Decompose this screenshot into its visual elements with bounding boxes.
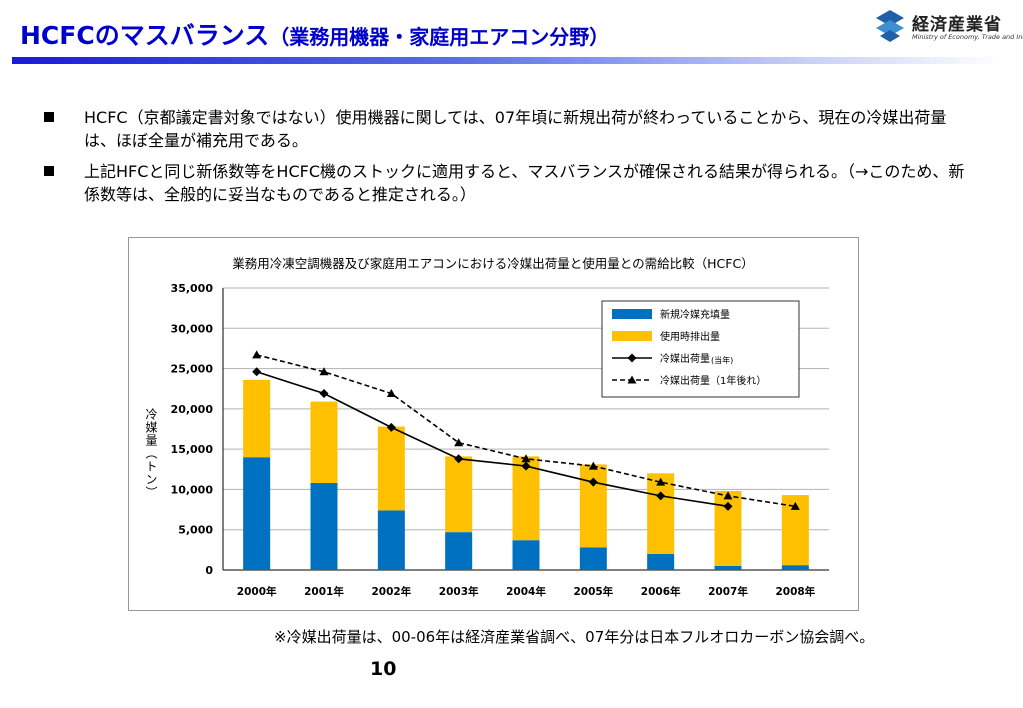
x-tick-label: 2004年 <box>506 585 546 598</box>
bar-segment <box>647 473 675 554</box>
bar-segment <box>512 540 540 570</box>
bullet-square-icon <box>44 112 54 122</box>
y-tick-label: 35,000 <box>171 282 214 295</box>
bar-segment <box>445 456 473 533</box>
meti-logo: 経済産業省 Ministry of Economy, Trade and Ind… <box>872 6 1023 46</box>
legend-marker <box>627 353 637 363</box>
y-tick-label: 0 <box>205 564 213 577</box>
chart-container: 業務用冷凍空調機器及び家庭用エアコンにおける冷媒出荷量と使用量との需給比較（HC… <box>128 237 859 611</box>
y-axis-label: 冷媒量（トン） <box>144 408 158 499</box>
line-point <box>521 461 531 471</box>
y-tick-label: 20,000 <box>171 403 214 416</box>
y-tick-label: 25,000 <box>171 363 214 376</box>
bullet-text: 上記HFCと同じ新係数等をHCFC機のストックに適用すると、マスバランスが確保さ… <box>84 162 965 204</box>
line-point <box>723 491 733 500</box>
line-point <box>723 501 733 511</box>
bar-segment <box>310 401 338 483</box>
title-sub: （業務用機器・家庭用エアコン分野） <box>269 25 610 49</box>
line-point <box>588 477 598 487</box>
bar-segment <box>781 565 809 570</box>
x-tick-label: 2000年 <box>237 585 277 598</box>
bullet-item: HCFC（京都議定書対象ではない）使用機器に関しては、07年頃に新規出荷が終わっ… <box>38 106 978 152</box>
page-title: HCFCのマスバランス（業務用機器・家庭用エアコン分野） <box>20 16 609 52</box>
chart-svg: 業務用冷凍空調機器及び家庭用エアコンにおける冷媒出荷量と使用量との需給比較（HC… <box>144 256 829 598</box>
line-series-solid <box>256 371 729 508</box>
bullet-list: HCFC（京都議定書対象ではない）使用機器に関しては、07年頃に新規出荷が終わっ… <box>38 106 978 214</box>
legend-label: 冷媒出荷量 <box>660 352 710 365</box>
bar-segment <box>445 532 473 570</box>
bullet-square-icon <box>44 166 54 176</box>
x-tick-label: 2005年 <box>573 585 613 598</box>
line-point <box>319 389 329 399</box>
bar-segment <box>714 565 742 570</box>
line-point <box>252 350 262 359</box>
logo-name-jp: 経済産業省 <box>912 15 1002 35</box>
line-point <box>588 461 598 470</box>
y-tick-label: 10,000 <box>171 483 214 496</box>
line-point <box>454 438 464 447</box>
line-point <box>454 454 464 464</box>
bullet-item: 上記HFCと同じ新係数等をHCFC機のストックに適用すると、マスバランスが確保さ… <box>38 160 978 206</box>
y-tick-label: 30,000 <box>171 322 214 335</box>
x-tick-label: 2007年 <box>708 585 748 598</box>
chart-title: 業務用冷凍空調機器及び家庭用エアコンにおける冷媒出荷量と使用量との需給比較（HC… <box>232 256 753 271</box>
line-point <box>790 501 800 510</box>
legend-label: 新規冷媒充填量 <box>660 308 730 321</box>
bar-segment <box>579 547 607 570</box>
bar-segment <box>310 482 338 570</box>
footnote: ※冷媒出荷量は、00-06年は経済産業省調べ、07年分は日本フルオロカーボン協会… <box>274 628 875 646</box>
legend-label-note: (当年) <box>711 355 733 365</box>
logo-name-en: Ministry of Economy, Trade and Industry <box>912 33 1023 41</box>
title-main: HCFCのマスバランス <box>20 21 270 50</box>
x-tick-label: 2006年 <box>641 585 681 598</box>
legend-swatch <box>612 309 652 319</box>
bar-segment <box>377 426 405 511</box>
meti-emblem-icon <box>876 10 904 42</box>
bar-segment <box>243 457 271 570</box>
y-tick-label: 15,000 <box>171 443 214 456</box>
line-point <box>386 422 396 432</box>
legend-marker <box>627 375 637 384</box>
line-point <box>656 477 666 486</box>
legend-label: 冷媒出荷量（1年後れ） <box>660 374 766 387</box>
legend-swatch <box>612 331 652 341</box>
x-tick-label: 2002年 <box>371 585 411 598</box>
y-tick-label: 5,000 <box>178 524 213 537</box>
line-point <box>521 454 531 463</box>
page-number: 10 <box>370 658 397 680</box>
bar-segment <box>377 510 405 570</box>
x-tick-label: 2001年 <box>304 585 344 598</box>
bar-segment <box>243 379 271 458</box>
line-point <box>656 491 666 501</box>
x-tick-label: 2008年 <box>775 585 815 598</box>
bullet-text: HCFC（京都議定書対象ではない）使用機器に関しては、07年頃に新規出荷が終わっ… <box>84 108 947 150</box>
x-tick-label: 2003年 <box>439 585 479 598</box>
bar-segment <box>647 553 675 570</box>
title-underline <box>12 57 1002 64</box>
bar-segment <box>579 464 607 548</box>
line-point <box>386 389 396 398</box>
legend-label: 使用時排出量 <box>660 330 720 343</box>
line-point <box>319 367 329 376</box>
